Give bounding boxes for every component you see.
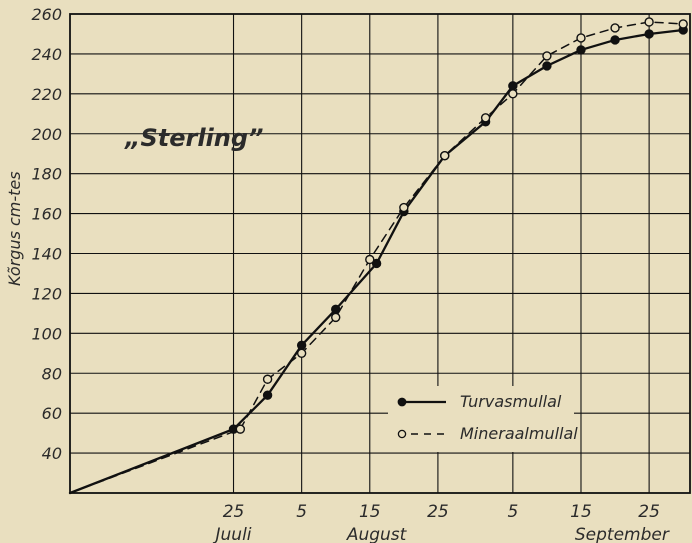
data-point-mineraalmullal xyxy=(365,254,375,265)
data-point-mineraalmullal xyxy=(610,23,620,33)
data-point-mineraalmullal xyxy=(508,89,518,99)
data-point-turvasmullal xyxy=(371,258,382,269)
data-point-turvasmullal xyxy=(610,35,620,45)
y-tick-label: 200 xyxy=(31,125,62,144)
data-point-turvasmullal xyxy=(508,81,518,91)
data-point-mineraalmullal xyxy=(644,17,654,27)
series-line-mineraalmullal xyxy=(69,21,684,494)
data-point-mineraalmullal xyxy=(235,424,246,434)
x-tick-label: 15 xyxy=(570,502,592,522)
month-label: Juuli xyxy=(213,525,252,543)
data-point-turvasmullal xyxy=(296,340,307,351)
data-point-turvasmullal xyxy=(644,29,654,39)
month-label: August xyxy=(346,525,408,543)
legend-marker-turvasmullal xyxy=(397,397,407,407)
legend-label-turvasmullal: Turvasmullal xyxy=(460,392,562,411)
y-tick-label: 160 xyxy=(31,205,62,224)
x-tick-label: 5 xyxy=(507,502,518,522)
data-point-mineraalmullal xyxy=(399,202,409,213)
series-turvasmullal xyxy=(68,25,688,495)
x-ticks: 25 5 15 25 5 15 25 Juuli August September xyxy=(213,502,670,543)
y-tick-label: 240 xyxy=(31,45,62,64)
y-tick-label: 60 xyxy=(42,404,62,423)
y-ticks: 40 60 80 100 120 140 160 180 200 220 240 260 xyxy=(31,5,62,463)
legend: Turvasmullal Mineraalmullal xyxy=(388,386,578,452)
x-tick-label: 15 xyxy=(359,502,381,522)
y-tick-label: 40 xyxy=(42,444,62,463)
data-point-turvasmullal xyxy=(262,390,273,400)
y-tick-label: 220 xyxy=(31,85,62,104)
data-point-mineraalmullal xyxy=(678,19,688,29)
x-tick-label: 25 xyxy=(223,502,245,522)
grid xyxy=(69,13,691,494)
x-tick-label: 25 xyxy=(638,502,660,522)
y-tick-label: 80 xyxy=(42,364,62,383)
legend-marker-mineraalmullal xyxy=(397,429,407,439)
legend-box xyxy=(388,386,574,452)
y-tick-label: 140 xyxy=(31,245,62,264)
series-mineraalmullal xyxy=(69,17,688,494)
data-point-mineraalmullal xyxy=(440,151,450,161)
y-tick-label: 100 xyxy=(31,324,62,343)
x-tick-label: 5 xyxy=(296,502,307,522)
data-point-turvasmullal xyxy=(542,61,552,71)
data-point-mineraalmullal xyxy=(576,33,586,43)
month-label: September xyxy=(575,525,670,543)
data-point-mineraalmullal xyxy=(296,348,307,358)
legend-label-mineraalmullal: Mineraalmullal xyxy=(460,424,578,443)
data-point-mineraalmullal xyxy=(542,51,552,61)
data-point-mineraalmullal xyxy=(480,113,491,123)
series-layer xyxy=(68,17,688,495)
y-axis-label: Kõrgus cm-tes xyxy=(5,171,24,286)
y-tick-label: 180 xyxy=(31,165,62,184)
x-tick-label: 25 xyxy=(427,502,449,522)
data-point-turvasmullal xyxy=(576,45,586,55)
data-point-mineraalmullal xyxy=(331,312,341,323)
y-tick-label: 260 xyxy=(31,5,62,24)
data-point-mineraalmullal xyxy=(262,374,273,384)
chart-title: „Sterling” xyxy=(124,124,264,152)
y-tick-label: 120 xyxy=(31,284,62,303)
